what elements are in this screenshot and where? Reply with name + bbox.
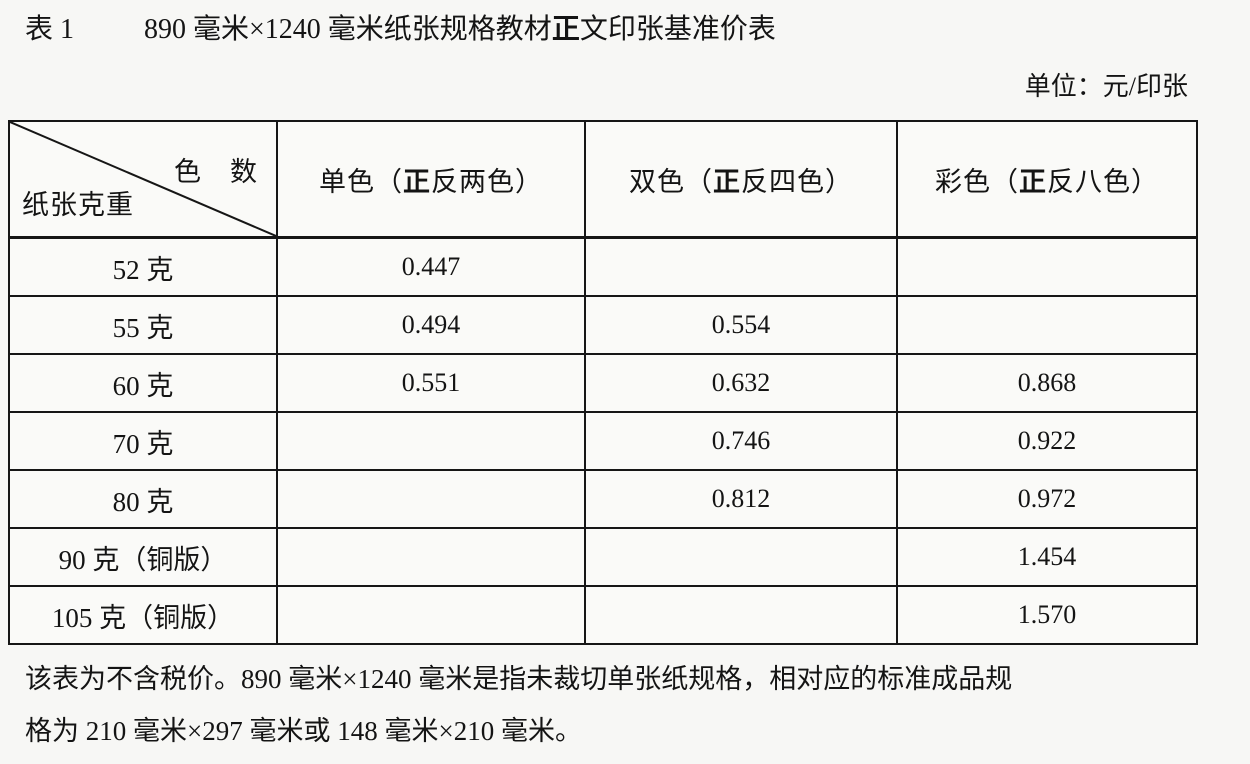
corner-label-color-count: 色 数 (174, 157, 258, 187)
table-row: 55 克 0.494 0.554 (8, 295, 1198, 355)
header-text: 单色（ (319, 166, 403, 197)
cell-value (584, 585, 898, 645)
header-text: 反四色） (741, 166, 853, 197)
table-row: 70 克 0.746 0.922 (8, 411, 1198, 471)
row-label: 60 克 (8, 353, 278, 413)
cell-value: 0.972 (896, 469, 1198, 529)
header-text: 双色（ (629, 166, 713, 197)
corner-header-cell: 色 数 纸张克重 (8, 120, 278, 239)
table-row: 60 克 0.551 0.632 0.868 (8, 353, 1198, 413)
row-label: 105 克（铜版） (8, 585, 278, 645)
cell-value (276, 527, 586, 587)
table-row: 80 克 0.812 0.972 (8, 469, 1198, 529)
table-row: 52 克 0.447 (8, 236, 1198, 297)
header-bold: 正 (713, 166, 741, 197)
cell-value (276, 469, 586, 529)
column-header-single-color: 单色（正反两色） (276, 120, 586, 239)
cell-value: 0.551 (276, 353, 586, 413)
cell-value: 0.494 (276, 295, 586, 355)
cell-value (584, 236, 898, 297)
table-row: 105 克（铜版） 1.570 (8, 585, 1198, 645)
table-number: 表 1 (25, 14, 75, 45)
column-header-two-color: 双色（正反四色） (584, 120, 898, 239)
cell-value: 0.812 (584, 469, 898, 529)
cell-value: 1.454 (896, 527, 1198, 587)
header-row: 色 数 纸张克重 单色（正反两色） 双色（正反四色） 彩色（正反八色） (8, 120, 1198, 239)
table-title-pre: 890 毫米×1240 毫米纸张规格教材 (144, 14, 552, 45)
row-label: 52 克 (8, 236, 278, 297)
table-title-bold: 正 (551, 14, 580, 45)
cell-value: 0.868 (896, 353, 1198, 413)
price-table: 色 数 纸张克重 单色（正反两色） 双色（正反四色） 彩色（正反八色） 52 克… (8, 120, 1198, 645)
cell-value (896, 295, 1198, 355)
header-text: 反八色） (1047, 166, 1159, 197)
row-label: 55 克 (8, 295, 278, 355)
row-label: 80 克 (8, 469, 278, 529)
column-header-full-color: 彩色（正反八色） (896, 120, 1198, 239)
table-row: 90 克（铜版） 1.454 (8, 527, 1198, 587)
header-text: 反两色） (431, 166, 543, 197)
cell-value: 0.447 (276, 236, 586, 297)
footnote-line-1: 该表为不含税价。890 毫米×1240 毫米是指未裁切单张纸规格，相对应的标准成… (25, 664, 1013, 694)
cell-value (276, 411, 586, 471)
cell-value (584, 527, 898, 587)
diagonal-divider (10, 122, 276, 236)
cell-value: 0.554 (584, 295, 898, 355)
cell-value: 0.746 (584, 411, 898, 471)
table-title: 890 毫米×1240 毫米纸张规格教材正文印张基准价表 (144, 14, 776, 45)
cell-value (276, 585, 586, 645)
cell-value: 0.922 (896, 411, 1198, 471)
cell-value: 0.632 (584, 353, 898, 413)
cell-value: 1.570 (896, 585, 1198, 645)
footnote: 该表为不含税价。890 毫米×1240 毫米是指未裁切单张纸规格，相对应的标准成… (25, 653, 1012, 757)
row-label: 70 克 (8, 411, 278, 471)
row-label: 90 克（铜版） (8, 527, 278, 587)
corner-label-paper-weight: 纸张克重 (22, 190, 134, 220)
unit-note: 单位：元/印张 (1024, 72, 1188, 101)
table-caption: 表 1 890 毫米×1240 毫米纸张规格教材正文印张基准价表 (25, 7, 776, 47)
table-title-post: 文印张基准价表 (579, 14, 776, 45)
cell-value (896, 236, 1198, 297)
header-bold: 正 (1019, 166, 1047, 197)
header-text: 彩色（ (935, 166, 1019, 197)
footnote-line-2: 格为 210 毫米×297 毫米或 148 毫米×210 毫米。 (25, 716, 582, 746)
header-bold: 正 (403, 166, 431, 197)
